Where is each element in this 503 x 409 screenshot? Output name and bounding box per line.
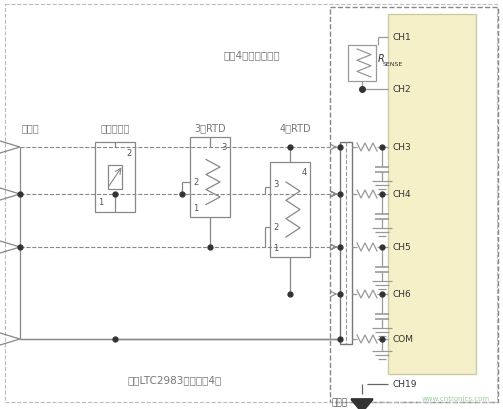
Text: 1: 1 (193, 204, 198, 213)
Text: CH1: CH1 (393, 34, 412, 43)
Text: SENSE: SENSE (383, 61, 403, 66)
Text: 2: 2 (193, 178, 198, 187)
Text: CH2: CH2 (393, 85, 411, 94)
Text: CH4: CH4 (393, 190, 411, 199)
Text: 3线RTD: 3线RTD (194, 123, 226, 133)
Text: COM: COM (393, 335, 414, 344)
Bar (340, 143, 352, 344)
Bar (95, 143, 135, 213)
Bar (388, 15, 476, 374)
Text: 每个LTC2983连接多达4组: 每个LTC2983连接多达4组 (128, 374, 222, 384)
Bar (108, 166, 122, 189)
Text: R: R (378, 54, 385, 64)
Text: 1: 1 (98, 198, 103, 207)
Bar (270, 163, 310, 257)
Text: 2: 2 (273, 223, 278, 232)
Text: 热电偶: 热电偶 (21, 123, 39, 133)
Bar (190, 138, 230, 218)
Text: 3: 3 (273, 180, 278, 189)
Text: CH19: CH19 (393, 380, 417, 389)
Text: 冷接点: 冷接点 (332, 398, 348, 407)
Text: www.cntronics.com: www.cntronics.com (422, 395, 490, 401)
Text: 3: 3 (222, 143, 227, 152)
Text: CH6: CH6 (393, 290, 412, 299)
Text: 热敏电阱器: 热敏电阱器 (100, 123, 130, 133)
Polygon shape (351, 400, 373, 409)
Text: 4: 4 (302, 168, 307, 177)
Bar (330, 8, 498, 402)
Text: 所有4组传感器共用: 所有4组传感器共用 (224, 50, 280, 60)
Text: 4线RTD: 4线RTD (279, 123, 311, 133)
Text: 2: 2 (127, 148, 132, 157)
Bar (348, 46, 376, 82)
Text: CH3: CH3 (393, 143, 412, 152)
Text: CH5: CH5 (393, 243, 412, 252)
Text: 1: 1 (273, 243, 278, 252)
